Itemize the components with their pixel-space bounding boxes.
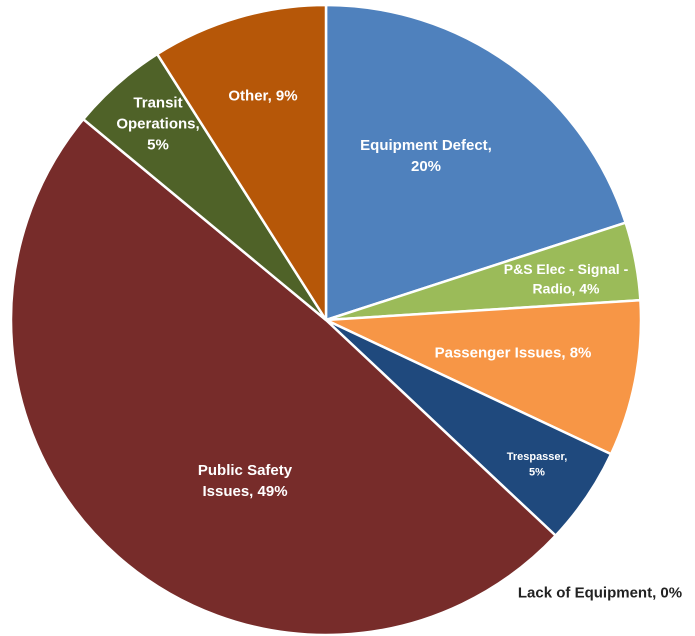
pie-labels: Equipment Defect, 20% P&S Elec - Signal -R… bbox=[116, 87, 682, 601]
pie-slice-other bbox=[155, 3, 328, 322]
data-label-trespasser: Trespasser, 5% bbox=[507, 451, 568, 478]
data-label-transit-operations: Transit Operations, 5% bbox=[116, 94, 199, 153]
data-label-public-safety-issues: Public Safety Issues, 49% bbox=[198, 462, 293, 500]
pie-slice-public-safety-issues bbox=[9, 117, 557, 636]
data-label-p-s-elec-signal-radio: P&S Elec - Signal -Radio, 4% bbox=[504, 261, 629, 297]
data-label-other: Other, 9% bbox=[228, 87, 297, 104]
data-label-lack-of-equipment: Lack of Equipment, 0% bbox=[518, 584, 682, 601]
pie-slices bbox=[9, 3, 643, 636]
pie-slice-equipment-defect bbox=[324, 3, 627, 322]
pie-slice-passenger-issues bbox=[324, 298, 643, 456]
data-label-equipment-defect: Equipment Defect, 20% bbox=[360, 137, 492, 175]
data-label-passenger-issues: Passenger Issues, 8% bbox=[435, 344, 592, 361]
